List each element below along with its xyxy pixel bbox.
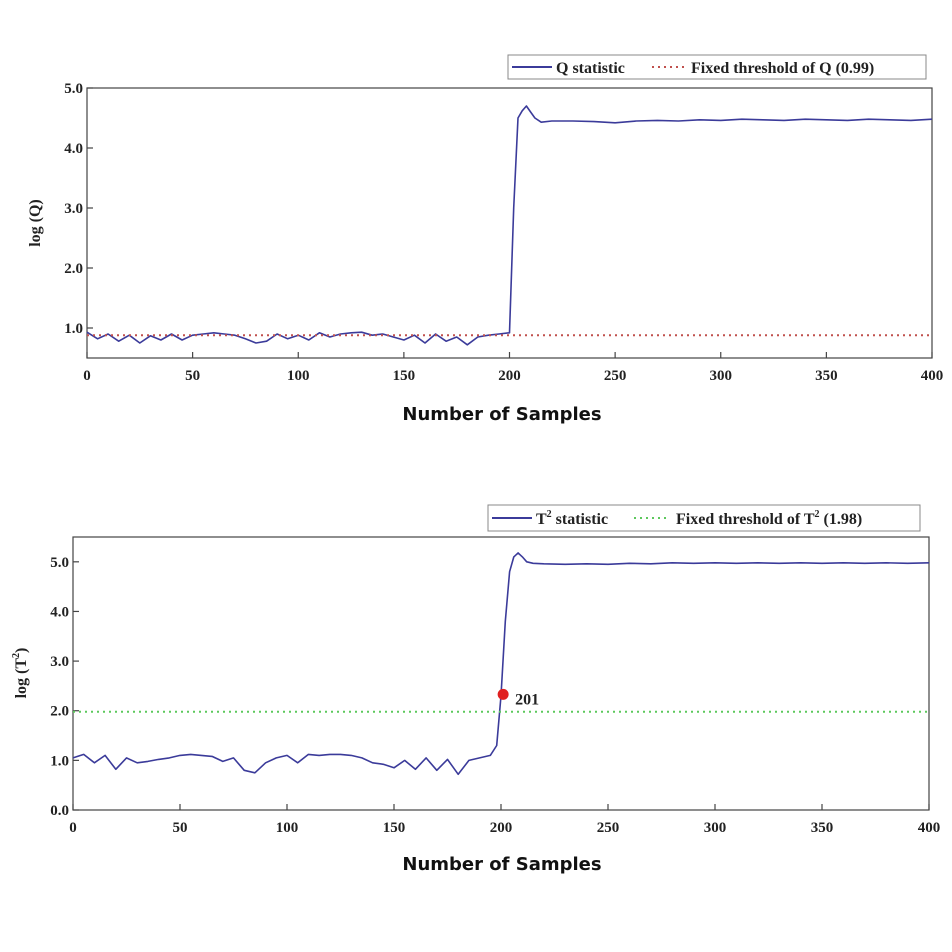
- y-tick-label: 1.0: [50, 753, 69, 769]
- x-tick-label: 250: [597, 820, 620, 836]
- series-line-0: [86, 105, 933, 346]
- x-tick-label: 100: [276, 820, 299, 836]
- series-lines-q: [86, 105, 933, 346]
- series-lines-t2: [72, 552, 930, 776]
- x-tick-label: 0: [83, 368, 91, 384]
- x-axis-label-t2: Number of Samples: [402, 854, 601, 875]
- y-tick-label: 1.0: [64, 321, 83, 337]
- legend-label-q-statistic: Q statistic: [556, 60, 625, 77]
- annotations-t2: 201: [497, 688, 539, 708]
- y-axis-ticks-q: 1.0 2.0 3.0 4.0 5.0: [64, 81, 93, 337]
- annotation-label: 201: [515, 691, 539, 708]
- chart-t2: T2 statistic Fixed threshold of T2 (1.98…: [11, 504, 940, 875]
- x-tick-label: 300: [704, 820, 727, 836]
- x-tick-label: 400: [918, 820, 941, 836]
- x-tick-label: 50: [173, 820, 188, 836]
- x-tick-label: 350: [811, 820, 834, 836]
- x-tick-label: 200: [490, 820, 513, 836]
- x-tick-label: 250: [604, 368, 627, 384]
- y-axis-ticks-t2: 0.0 1.0 2.0 3.0 4.0 5.0: [50, 555, 79, 819]
- legend-label-t2-threshold: Fixed threshold of T2 (1.98): [676, 509, 862, 528]
- x-tick-label: 150: [383, 820, 406, 836]
- legend-q: Q statistic Fixed threshold of Q (0.99): [507, 54, 927, 80]
- plot-area-t2: [72, 536, 930, 811]
- x-tick-label: 50: [185, 368, 200, 384]
- x-tick-label: 400: [921, 368, 944, 384]
- legend-label-t2-statistic: T2 statistic: [536, 509, 608, 528]
- x-tick-label: 350: [815, 368, 838, 384]
- y-tick-label: 3.0: [64, 201, 83, 217]
- y-axis-label-t2: log (T2): [11, 648, 30, 699]
- x-tick-label: 300: [710, 368, 733, 384]
- x-axis-label-q: Number of Samples: [402, 404, 601, 425]
- y-tick-label: 2.0: [64, 261, 83, 277]
- x-tick-label: 200: [498, 368, 521, 384]
- annotation-marker: [497, 688, 509, 700]
- x-axis-ticks-q: 0 50 100 150 200 250 300 350 400: [83, 352, 943, 384]
- y-tick-label: 0.0: [50, 803, 69, 819]
- y-tick-label: 2.0: [50, 704, 69, 720]
- x-tick-label: 150: [393, 368, 416, 384]
- y-tick-label: 4.0: [50, 604, 69, 620]
- x-axis-ticks-t2: 0 50 100 150 200 250 300 350 400: [69, 804, 940, 836]
- y-axis-label-q: log (Q): [27, 199, 44, 247]
- y-tick-label: 4.0: [64, 141, 83, 157]
- y-tick-label: 5.0: [64, 81, 83, 97]
- series-line-0: [72, 552, 930, 776]
- y-tick-label: 5.0: [50, 555, 69, 571]
- legend-t2: T2 statistic Fixed threshold of T2 (1.98…: [487, 504, 921, 532]
- chart-q: Q statistic Fixed threshold of Q (0.99) …: [27, 54, 943, 425]
- x-tick-label: 100: [287, 368, 310, 384]
- x-tick-label: 0: [69, 820, 77, 836]
- y-tick-label: 3.0: [50, 654, 69, 670]
- legend-label-q-threshold: Fixed threshold of Q (0.99): [691, 60, 874, 77]
